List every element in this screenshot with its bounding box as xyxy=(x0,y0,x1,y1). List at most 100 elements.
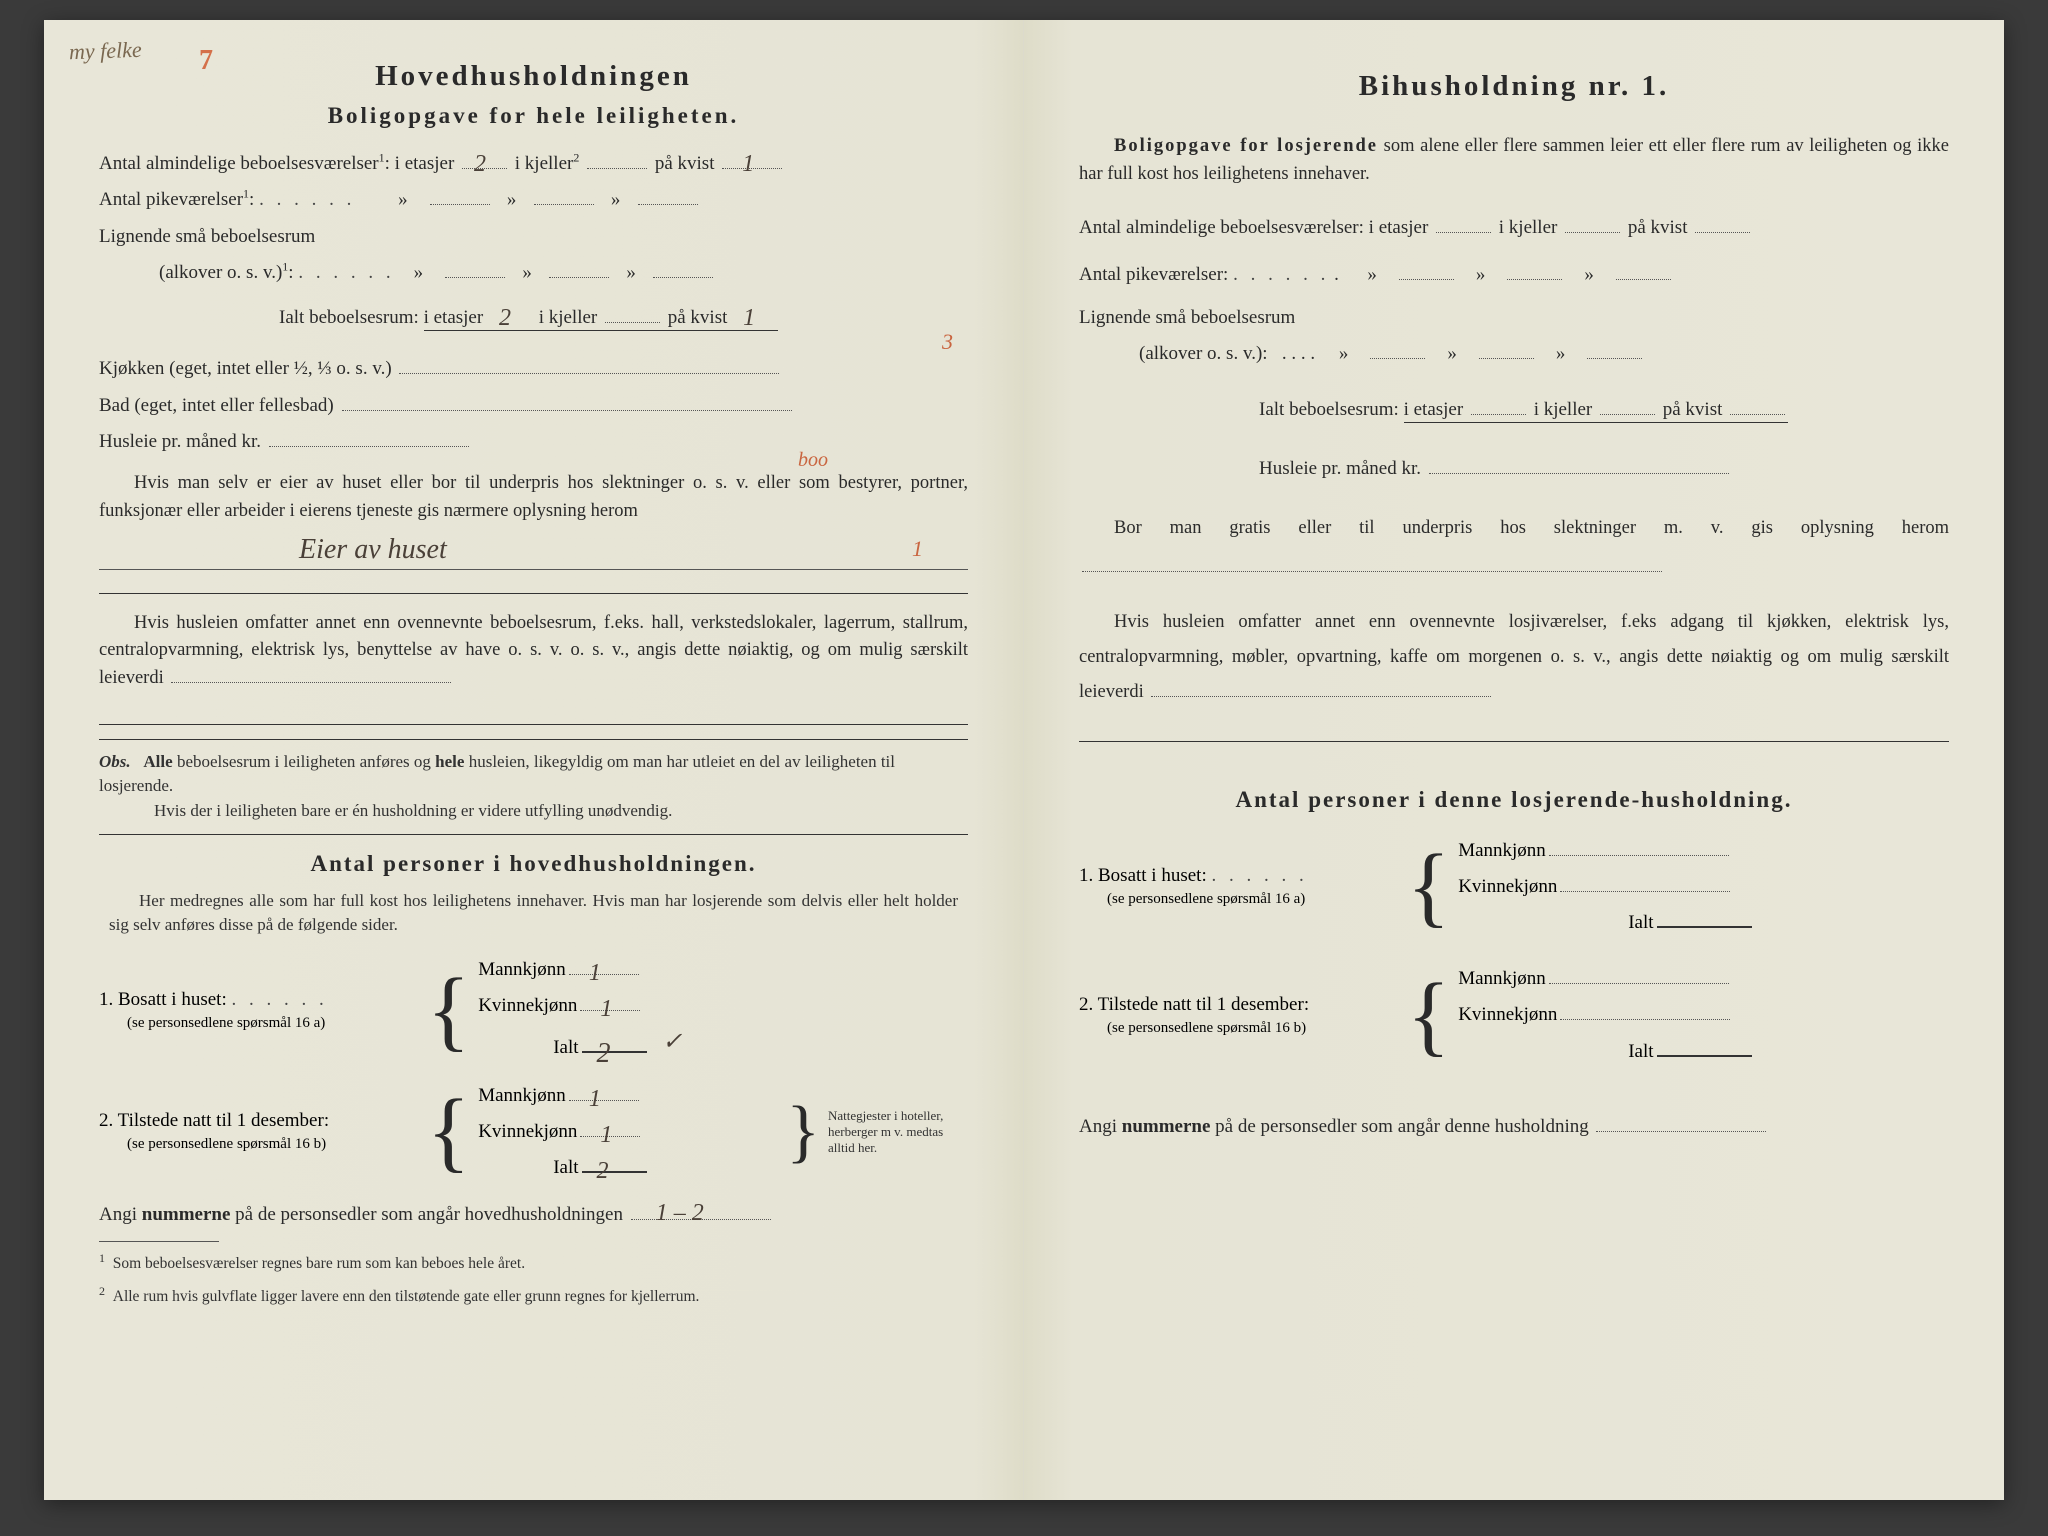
dots xyxy=(298,262,394,283)
field: 2 xyxy=(582,1155,647,1173)
handwritten-value: 1 xyxy=(743,297,755,339)
brace-icon: { xyxy=(1407,980,1450,1052)
q2-sublabel: (se personsedlene spørsmål 16 b) xyxy=(1079,1020,1306,1036)
label: Kvinnekjønn xyxy=(478,995,577,1016)
ialt-underline: i etasjer i kjeller på kvist xyxy=(1404,399,1789,423)
label: Husleie pr. måned kr. xyxy=(99,431,261,452)
handwritten-value: 2 xyxy=(597,1149,609,1195)
label: (alkover o. s. v.): xyxy=(1139,343,1268,364)
dots xyxy=(1233,264,1329,285)
persons-title: Antal personer i denne losjerende-hushol… xyxy=(1079,787,1949,813)
husleie-line: Husleie pr. måned kr. boo xyxy=(99,425,968,458)
label: Ialt xyxy=(478,1037,578,1058)
owner-paragraph: Hvis man selv er eier av huset eller bor… xyxy=(99,470,968,526)
field xyxy=(1600,397,1655,415)
handwritten-value: 1 xyxy=(589,1077,601,1123)
angi-line: Angi nummerne på de personsedler som ang… xyxy=(99,1198,968,1231)
intro-paragraph: Boligopgave for losjerende som alene ell… xyxy=(1079,133,1949,189)
field xyxy=(1479,341,1534,359)
q2-label: 2. Tilstede natt til 1 desember: xyxy=(99,1110,329,1131)
dots xyxy=(231,989,327,1010)
paragraph-text: Hvis man selv er eier av huset eller bor… xyxy=(99,473,968,521)
label: Mannkjønn xyxy=(478,1085,566,1106)
field xyxy=(1596,1114,1766,1132)
label: Mannkjønn xyxy=(1458,840,1546,861)
ialt-underline: i etasjer 2 i kjeller på kvist 1 xyxy=(424,307,779,331)
field xyxy=(1507,262,1562,280)
label: Kvinnekjønn xyxy=(1458,1004,1557,1025)
husleie-detail-paragraph: Hvis husleien omfatter annet enn ovennev… xyxy=(99,610,968,693)
margin-annotation: my felke xyxy=(69,37,143,66)
alkover-line: Lignende små beboelsesrum xyxy=(1079,301,1949,334)
right-title: Bihusholdning nr. 1. xyxy=(1079,70,1949,103)
field xyxy=(1565,215,1620,233)
footnote-ref: 2 xyxy=(573,151,579,165)
ialt-line: Ialt beboelsesrum: i etasjer 2 i kjeller… xyxy=(99,301,968,334)
field xyxy=(171,665,451,683)
field xyxy=(1560,1002,1730,1020)
label: i kjeller xyxy=(1534,399,1593,420)
q1-label: 1. Bosatt i huset: xyxy=(99,989,227,1010)
label: på kvist xyxy=(1628,217,1688,238)
field xyxy=(638,187,698,205)
field xyxy=(1370,341,1425,359)
footnote-ref: 1 xyxy=(282,259,288,273)
label: (alkover o. s. v.) xyxy=(159,262,282,283)
q1-label: 1. Bosatt i huset: xyxy=(1079,865,1207,886)
field xyxy=(1399,262,1454,280)
field: 1 xyxy=(580,993,640,1011)
field xyxy=(1695,215,1750,233)
label: i etasjer xyxy=(424,307,484,328)
field xyxy=(399,356,779,374)
question-1-group: 1. Bosatt i huset: (se personsedlene spø… xyxy=(99,952,968,1070)
pikevaerelser-line: Antal pikeværelser1: » » » xyxy=(99,183,968,216)
bad-line: Bad (eget, intet eller fellesbad) xyxy=(99,389,968,422)
field xyxy=(1436,215,1491,233)
q2-values: Mannkjønn1 Kvinnekjønn1 Ialt2 xyxy=(478,1078,778,1186)
ialt-line: Ialt beboelsesrum: i etasjer i kjeller p… xyxy=(1079,393,1949,426)
hvis-paragraph: Hvis husleien omfatter annet enn ovennev… xyxy=(1079,605,1949,710)
margin-number: 7 xyxy=(199,45,213,77)
left-page: my felke 7 Hovedhusholdningen Boligopgav… xyxy=(44,20,1024,1500)
label: på kvist xyxy=(655,153,715,174)
label: Ialt xyxy=(478,1157,578,1178)
obs-label: Obs. xyxy=(99,752,131,771)
q1-values: Mannkjønn Kvinnekjønn Ialt xyxy=(1458,833,1949,941)
brace-icon: { xyxy=(427,975,470,1047)
intro-bold: Boligopgave for losjerende xyxy=(1114,136,1378,156)
angi-line: Angi nummerne på de personsedler som ang… xyxy=(1079,1110,1949,1143)
alkover-line: Lignende små beboelsesrum xyxy=(99,220,968,253)
field xyxy=(534,187,594,205)
obs-content: Obs. Alle beboelsesrum i leiligheten anf… xyxy=(99,750,968,824)
label: Lignende små beboelsesrum xyxy=(99,226,315,247)
field xyxy=(1429,456,1729,474)
brace-icon: { xyxy=(1407,851,1450,923)
brace-icon: } xyxy=(786,1104,820,1160)
field-kvist: 1 xyxy=(722,151,782,169)
label: Mannkjønn xyxy=(1458,968,1546,989)
handwritten-value: 1 – 2 xyxy=(656,1192,704,1234)
field xyxy=(269,429,469,447)
handwritten-value: 1 xyxy=(589,951,601,997)
blank-line xyxy=(99,574,968,594)
q1-values: Mannkjønn1 Kvinnekjønn1 Ialt2 ✓ xyxy=(478,952,968,1070)
label: Ialt beboelsesrum: xyxy=(279,307,419,328)
footnote-text: Alle rum hvis gulvflate ligger lavere en… xyxy=(113,1288,700,1305)
label: Ialt beboelsesrum: xyxy=(1259,399,1399,420)
label: Bad (eget, intet eller fellesbad) xyxy=(99,395,334,416)
field xyxy=(1616,262,1671,280)
angi-label: Angi nummerne på de personsedler som ang… xyxy=(1079,1116,1589,1137)
kjokken-line: Kjøkken (eget, intet eller ½, ⅓ o. s. v.… xyxy=(99,352,968,385)
label: Kvinnekjønn xyxy=(1458,876,1557,897)
label: på kvist xyxy=(668,307,728,328)
q1-sublabel: (se personsedlene spørsmål 16 a) xyxy=(99,1015,325,1031)
dots xyxy=(259,189,355,210)
label: Ialt xyxy=(1458,1041,1653,1062)
handwritten-value: 2 xyxy=(499,297,511,339)
q2-label: 2. Tilstede natt til 1 desember: xyxy=(1079,994,1309,1015)
field: 2 xyxy=(491,305,531,323)
field: 1 xyxy=(580,1119,640,1137)
obs-block: Obs. Alle beboelsesrum i leiligheten anf… xyxy=(99,739,968,835)
label: i kjeller xyxy=(539,307,598,328)
q1-sublabel: (se personsedlene spørsmål 16 a) xyxy=(1079,891,1305,907)
